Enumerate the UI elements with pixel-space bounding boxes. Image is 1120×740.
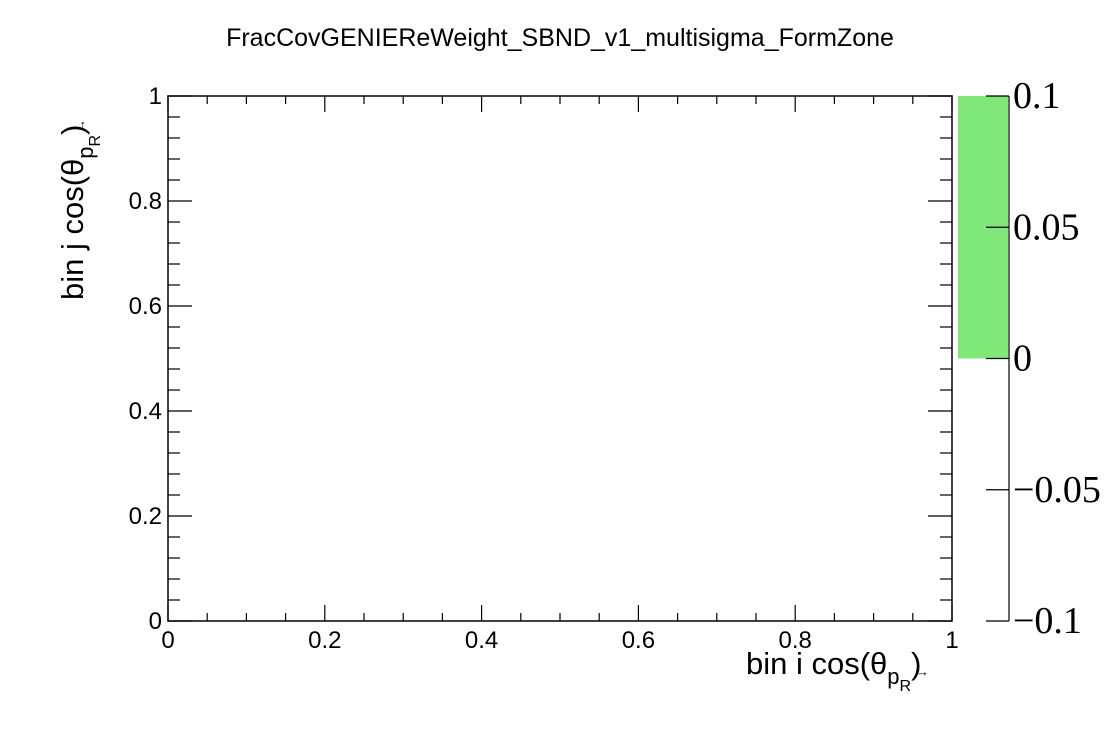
- y-axis-title-prefix: bin j cos(θ: [55, 159, 90, 300]
- x-axis-title-vec-arrow: →: [916, 664, 929, 679]
- colorbar-tick-label: 0.1: [1013, 75, 1061, 117]
- y-axis-title: bin j cos(θpR) →: [55, 119, 104, 300]
- x-tick-label: 1: [945, 627, 958, 654]
- x-axis-title-prefix: bin i cos(θ: [746, 646, 887, 681]
- plot-frame: [167, 95, 953, 622]
- x-tick-label: 0: [161, 627, 174, 654]
- colorbar: 0.1 0.05 0 −0.05 −0.1: [958, 75, 1101, 642]
- x-axis: 0 0.2 0.4 0.6 0.8 1: [161, 96, 959, 654]
- y-tick-label: 0.8: [129, 188, 162, 215]
- colorbar-tick-label: 0: [1013, 338, 1032, 380]
- y-tick-label: 0: [149, 608, 162, 635]
- y-tick-label: 0.4: [129, 398, 162, 425]
- y-axis: 0 0.2 0.4 0.6 0.8 1: [129, 83, 952, 635]
- y-axis-title-suffix: ): [55, 125, 90, 135]
- x-axis-title-suffix: ): [911, 646, 921, 681]
- x-axis-title-sub: R: [900, 678, 912, 695]
- y-axis-title-vec-arrow: →: [73, 119, 88, 132]
- colorbar-tick-label: 0.05: [1013, 206, 1080, 248]
- y-tick-label: 0.2: [129, 503, 162, 530]
- x-tick-label: 0.2: [308, 627, 341, 654]
- chart-title: FracCovGENIEReWeight_SBND_v1_multisigma_…: [226, 24, 894, 52]
- x-tick-label: 0.8: [779, 627, 812, 654]
- y-tick-label: 0.6: [129, 293, 162, 320]
- colorbar-tick-label: −0.05: [1013, 469, 1101, 511]
- x-axis-title: bin i cos(θpR) →: [746, 646, 929, 695]
- colorbar-tick-label: −0.1: [1013, 600, 1082, 642]
- svg-text:bin i cos(θpR): bin i cos(θpR): [746, 646, 921, 695]
- svg-text:bin j cos(θpR): bin j cos(θpR): [55, 125, 104, 300]
- y-axis-title-vec: p: [73, 146, 98, 158]
- x-tick-label: 0.4: [465, 627, 498, 654]
- colorbar-ticks: 0.1 0.05 0 −0.05 −0.1: [986, 75, 1101, 642]
- x-tick-label: 0.6: [622, 627, 655, 654]
- y-axis-title-sub: R: [87, 135, 104, 147]
- x-axis-title-vec: p: [887, 664, 899, 689]
- y-tick-label: 1: [149, 83, 162, 110]
